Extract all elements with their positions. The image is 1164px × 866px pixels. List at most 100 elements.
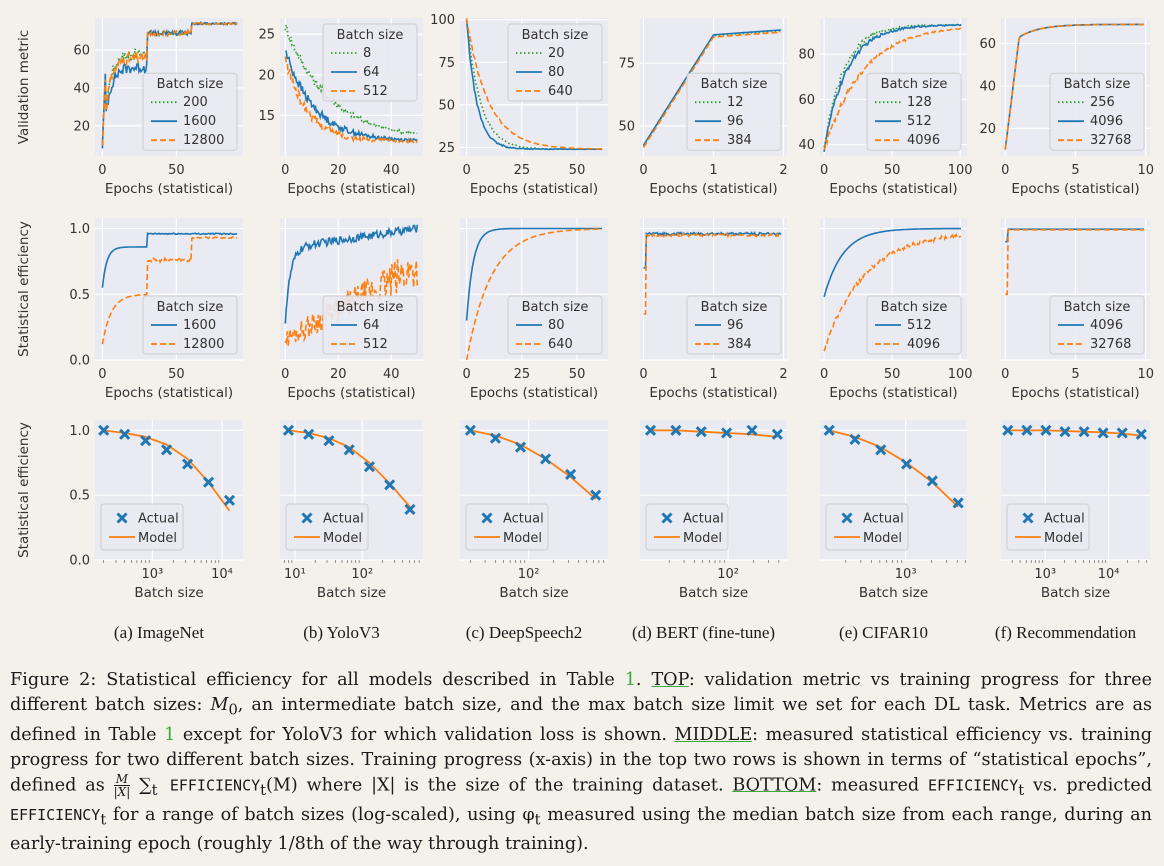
x-axis-label: Epochs (statistical) (287, 181, 415, 197)
series-line-32768 (1004, 23, 1144, 150)
table-link[interactable]: 1 (164, 724, 176, 745)
x-tick-label: 0 (639, 367, 647, 382)
actual-marker (202, 476, 215, 488)
series-line-4096 (823, 231, 962, 352)
legend-title: Batch size (337, 300, 404, 315)
x-axis-label: Batch size (679, 585, 748, 601)
x-axis-label: Batch size (317, 585, 386, 601)
mid-chart-3 (640, 218, 787, 361)
x-tick-label: 0 (462, 367, 470, 382)
caption-code: EFFICIENCY (157, 776, 261, 795)
legend-label: 80 (548, 318, 565, 333)
x-tick-label: 20 (330, 367, 347, 382)
series-line-96 (642, 29, 782, 146)
caption-text: . (635, 670, 652, 690)
legend-label: 640 (548, 337, 573, 352)
legend-label: 4096 (1090, 114, 1123, 129)
actual-marker (404, 503, 416, 516)
series-line-12800 (101, 236, 238, 345)
caption-math: t (1018, 781, 1025, 799)
y-tick-label: 1.0 (69, 222, 90, 237)
y-tick-label: 25 (438, 141, 455, 156)
x-axis-label: Epochs (statistical) (829, 385, 957, 401)
actual-marker (514, 441, 527, 453)
x-axis-label: Epochs (statistical) (287, 385, 415, 401)
legend-swatch (1022, 512, 1034, 524)
legend-box (686, 72, 782, 151)
y-tick-label: 15 (258, 109, 275, 124)
legend-label: 512 (907, 114, 932, 129)
caption-text: , an intermediate batch size, and the ma… (10, 695, 1153, 745)
legend-title: Batch size (157, 77, 224, 92)
actual-marker (1040, 424, 1052, 436)
actual-marker (489, 432, 502, 444)
x-axis-label: Epochs (statistical) (649, 385, 777, 401)
bot-chart-4 (820, 420, 967, 563)
x-tick-label: 10 (1138, 163, 1155, 178)
legend-label: 512 (907, 318, 932, 333)
bottom-label: BOTTOM (732, 775, 817, 796)
y-tick-label: 60 (73, 44, 90, 59)
panel-caption: (e) CIFAR10 (839, 623, 928, 642)
x-tick-label: 100 (948, 367, 973, 382)
table-link[interactable]: 1 (624, 670, 636, 690)
x-tick-label: 100 (948, 163, 973, 178)
actual-marker (565, 468, 577, 481)
x-tick-label: 10 (1138, 367, 1155, 382)
x-axis-label: Batch size (134, 585, 203, 601)
legend-label: 512 (363, 84, 388, 99)
series-line-640 (465, 18, 603, 150)
legend-swatch (116, 512, 128, 524)
x-tick-label: 1 (709, 163, 717, 178)
actual-marker (303, 428, 315, 440)
actual-marker (323, 435, 335, 447)
series-line-80 (465, 227, 603, 321)
panel-caption: (f) Recommendation (995, 623, 1137, 642)
bot-chart-5 (1001, 420, 1150, 563)
y-tick-label: 60 (798, 93, 815, 108)
x-tick-label: 0 (1001, 163, 1009, 178)
y-tick-label: 20 (258, 68, 275, 83)
actual-marker (746, 424, 758, 436)
legend-label: Actual (863, 512, 904, 527)
panel-caption: (a) ImageNet (114, 623, 204, 642)
legend-label: 96 (727, 114, 744, 129)
top-label: TOP (651, 670, 689, 690)
figure-panels: 20 40 60 0 50 Epochs (statistical) Batch size 2… (16, 13, 1155, 642)
y-tick-label: 0.5 (69, 489, 90, 504)
legend-box (686, 295, 782, 355)
legend-title: Batch size (1064, 77, 1131, 92)
y-tick-label: 60 (979, 37, 996, 52)
x-axis-label: Epochs (statistical) (1011, 385, 1139, 401)
legend-label: Model (138, 531, 177, 546)
x-tick-label: 25 (514, 163, 531, 178)
caption-text: : validation metric vs training progress… (10, 670, 1152, 715)
actual-marker (952, 497, 964, 509)
legend-label: 4096 (907, 337, 940, 352)
mid-chart-2 (460, 218, 608, 361)
x-tick-label: 50 (168, 163, 185, 178)
actual-marker (1078, 426, 1090, 438)
legend-label: Model (323, 531, 362, 546)
top-chart-2 (460, 18, 608, 156)
series-line-640 (465, 228, 603, 361)
y-tick-label: 20 (73, 119, 90, 134)
actual-marker (644, 424, 657, 436)
x-axis-label: Batch size (499, 585, 568, 601)
figure-caption: Figure 2: Statistical efficiency for all… (10, 668, 1152, 857)
legend-label: 64 (363, 65, 380, 80)
caption-code: EFFICIENCY (927, 776, 1019, 795)
actual-marker (875, 444, 887, 456)
y-axis-label: Statistical efficiency (16, 221, 32, 357)
series-line-64 (284, 224, 419, 324)
actual-marker (282, 424, 294, 436)
x-tick-label: 10¹ (284, 567, 306, 582)
bot-chart-3 (640, 420, 787, 563)
top-chart-1 (280, 18, 423, 156)
x-tick-label: 0 (98, 367, 106, 382)
x-tick-label: 0 (1001, 367, 1009, 382)
x-tick-label: 0 (820, 367, 828, 382)
y-tick-label: 40 (979, 79, 996, 94)
legend-label: Model (683, 531, 722, 546)
legend-label: Actual (1044, 512, 1085, 527)
